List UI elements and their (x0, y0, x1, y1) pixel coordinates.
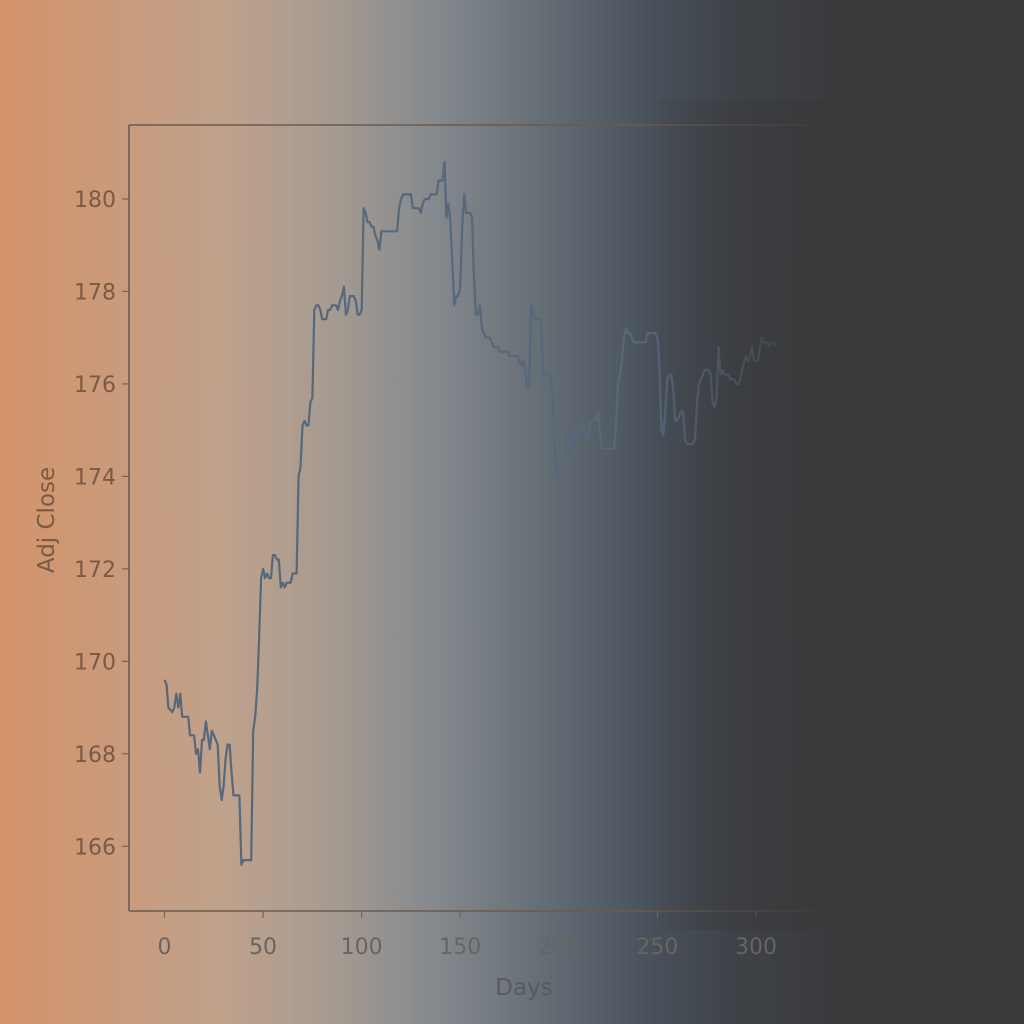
y-tick-label: 180 (74, 188, 116, 213)
x-tick-label: 0 (157, 935, 171, 960)
y-tick-label: 172 (74, 558, 116, 583)
x-axis-title: Days (495, 975, 552, 1001)
y-axis-title: Adj Close (34, 467, 60, 573)
series-line-0 (163, 160, 777, 866)
y-tick-label: 168 (74, 743, 116, 768)
y-tick-label: 176 (74, 373, 116, 398)
x-tick-label: 100 (341, 935, 383, 960)
y-tick-label: 174 (74, 465, 116, 490)
labels: Days Adj Close (34, 467, 553, 1001)
x-tick-label: 50 (249, 935, 277, 960)
y-tick-label: 178 (74, 280, 116, 305)
x-tick-label: 150 (439, 935, 481, 960)
x-tick-label: 200 (538, 935, 580, 960)
y-tick-label: 170 (74, 650, 116, 675)
series-layer (163, 160, 777, 866)
x-tick-label: 300 (735, 935, 777, 960)
x-tick-label: 250 (636, 935, 678, 960)
y-tick-label: 166 (74, 835, 116, 860)
right-fade (640, 100, 830, 930)
axes: 166 168 170 172 174 176 178 180 0 50 100 150 200 250 3… (74, 124, 825, 960)
